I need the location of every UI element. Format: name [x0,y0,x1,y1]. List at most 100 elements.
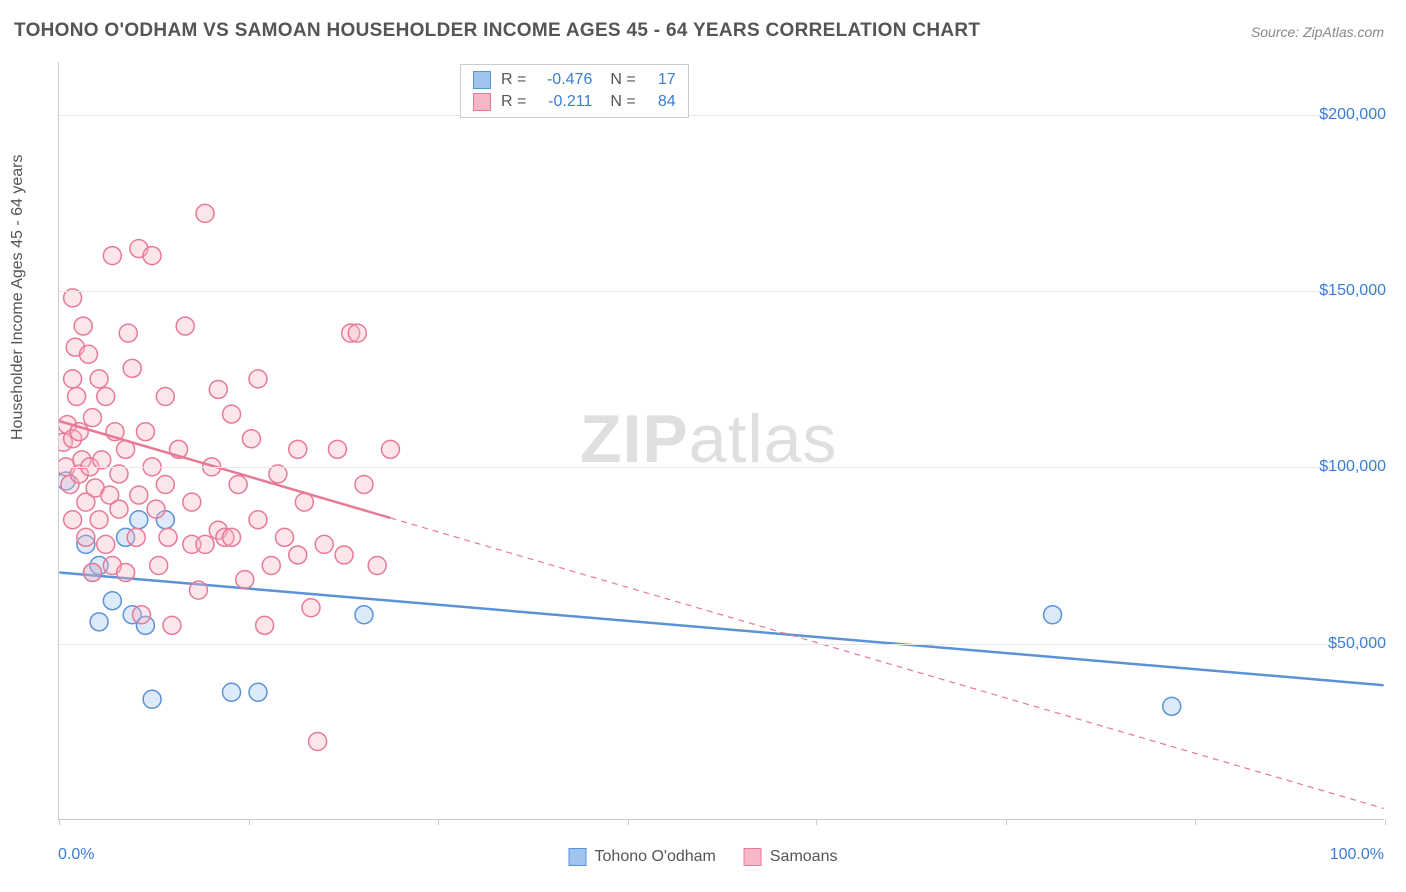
scatter-point [136,423,154,441]
legend-label: Tohono O'odham [595,848,716,866]
x-tick [1195,819,1196,825]
y-tick-label: $150,000 [1319,282,1386,300]
scatter-point [132,606,150,624]
scatter-point [189,581,207,599]
scatter-point [289,440,307,458]
scatter-point [68,388,86,406]
x-tick [438,819,439,825]
scatter-point [236,571,254,589]
scatter-point [97,388,115,406]
scatter-point [355,476,373,494]
stats-row: R = -0.476 N = 17 [461,69,688,91]
scatter-point [119,324,137,342]
chart-svg [59,62,1384,819]
scatter-point [229,476,247,494]
legend-label: Samoans [770,848,838,866]
scatter-point [110,500,128,518]
scatter-point [103,592,121,610]
scatter-point [117,564,135,582]
scatter-point [355,606,373,624]
scatter-point [143,690,161,708]
scatter-point [183,493,201,511]
scatter-point [381,440,399,458]
scatter-point [127,528,145,546]
series-swatch [473,71,491,89]
stats-row: R =-0.211N =84 [461,91,688,113]
scatter-point [223,683,241,701]
scatter-point [147,500,165,518]
scatter-point [93,451,111,469]
scatter-point [90,370,108,388]
scatter-point [328,440,346,458]
scatter-point [262,557,280,575]
scatter-point [64,370,82,388]
scatter-point [64,511,82,529]
scatter-point [159,528,177,546]
bottom-legend: Tohono O'odham Samoans [569,848,838,866]
scatter-point [196,535,214,553]
scatter-point [130,486,148,504]
plot-area [58,62,1384,820]
scatter-point [309,733,327,751]
scatter-point [103,247,121,265]
gridline [59,291,1384,292]
chart-title: TOHONO O'ODHAM VS SAMOAN HOUSEHOLDER INC… [14,20,980,42]
stats-legend-box: R =-0.476N =17R =-0.211N =84 [460,64,689,118]
scatter-point [335,546,353,564]
scatter-point [90,511,108,529]
scatter-point [196,204,214,222]
scatter-point [74,317,92,335]
x-tick [1006,819,1007,825]
scatter-point [348,324,366,342]
scatter-point [90,613,108,631]
scatter-point [289,546,307,564]
scatter-point [223,405,241,423]
n-label: N = [610,71,635,89]
scatter-point [276,528,294,546]
source-attribution: Source: ZipAtlas.com [1251,24,1384,40]
series-swatch [569,848,587,866]
y-tick-label: $50,000 [1328,635,1386,653]
scatter-point [143,247,161,265]
scatter-point [315,535,333,553]
n-value: 84 [646,93,676,111]
y-axis-label: Householder Income Ages 45 - 64 years [9,155,27,441]
scatter-point [80,345,98,363]
series-swatch [473,93,491,111]
scatter-point [223,528,241,546]
scatter-point [302,599,320,617]
scatter-point [242,430,260,448]
r-value: -0.476 [536,71,592,89]
n-value: 17 [646,71,676,89]
series-swatch [744,848,762,866]
scatter-point [150,557,168,575]
scatter-point [209,380,227,398]
r-label: R = [501,93,526,111]
scatter-point [97,535,115,553]
regression-line-dashed [390,518,1383,808]
scatter-point [77,528,95,546]
n-label: N = [610,93,635,111]
scatter-point [368,557,386,575]
scatter-point [1044,606,1062,624]
scatter-point [1163,697,1181,715]
scatter-point [156,476,174,494]
scatter-point [130,511,148,529]
x-tick [816,819,817,825]
scatter-point [163,616,181,634]
r-label: R = [501,71,526,89]
scatter-point [249,370,267,388]
gridline [59,644,1384,645]
y-tick-label: $100,000 [1319,458,1386,476]
x-tick [249,819,250,825]
gridline [59,115,1384,116]
scatter-point [249,511,267,529]
x-axis-min-label: 0.0% [58,846,94,864]
x-axis-max-label: 100.0% [1330,846,1384,864]
x-tick [1385,819,1386,825]
x-tick [628,819,629,825]
legend-item: Samoans [744,848,838,866]
legend-item: Tohono O'odham [569,848,716,866]
scatter-point [156,388,174,406]
scatter-point [83,409,101,427]
